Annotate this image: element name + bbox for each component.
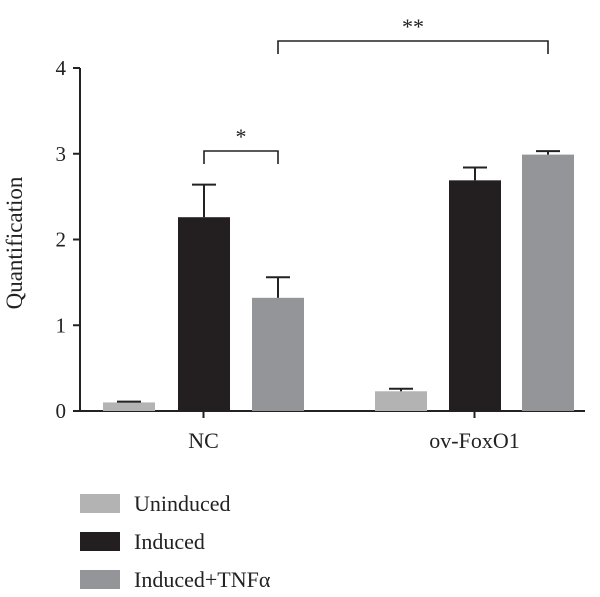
x-category-label: ov-FoxO1 [429, 428, 519, 453]
legend-swatch [80, 570, 120, 589]
y-tick-label: 0 [56, 399, 67, 423]
x-category-label: NC [188, 428, 219, 453]
bar [375, 391, 427, 411]
legend-label: Induced+TNFα [134, 567, 271, 592]
y-tick-label: 1 [56, 313, 67, 337]
y-tick-label: 3 [56, 142, 67, 166]
significance-bracket [203, 150, 279, 164]
bar [178, 217, 230, 411]
bar [252, 297, 304, 411]
legend-label: Induced [134, 529, 205, 554]
y-axis-label: Quantification [2, 176, 27, 309]
bar [522, 154, 574, 412]
significance-label: * [236, 124, 247, 149]
significance-label: ** [402, 14, 424, 39]
legend-label: Uninduced [134, 491, 231, 516]
y-tick-label: 4 [56, 56, 67, 80]
y-tick-label: 2 [56, 228, 67, 252]
bar [103, 402, 155, 411]
bar [449, 180, 501, 411]
legend-swatch [80, 494, 120, 513]
legend-swatch [80, 532, 120, 551]
significance-bracket [277, 40, 549, 54]
legend: Uninduced Induced Induced+TNFα [80, 491, 271, 592]
